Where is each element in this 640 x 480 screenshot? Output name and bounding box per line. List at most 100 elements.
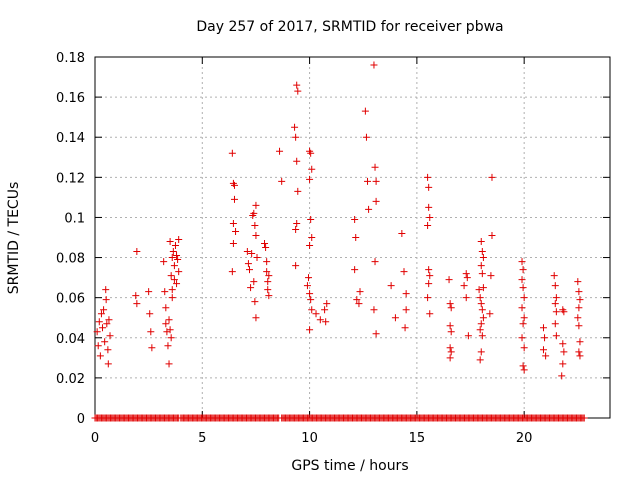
data-point: [93, 328, 101, 336]
data-point: [371, 163, 379, 171]
data-point: [446, 300, 454, 308]
x-tick-label: 5: [198, 431, 206, 446]
data-point: [308, 234, 316, 241]
data-point: [252, 201, 260, 209]
data-point: [488, 231, 496, 239]
data-point: [263, 268, 271, 276]
data-point: [575, 304, 583, 312]
data-point: [102, 286, 110, 294]
data-point: [560, 308, 568, 316]
data-point: [294, 87, 302, 95]
data-point: [133, 300, 141, 308]
data-point: [550, 272, 558, 280]
data-point: [479, 314, 487, 322]
data-point: [460, 282, 468, 290]
data-point: [306, 242, 314, 250]
y-tick-label: 0.02: [56, 372, 85, 387]
data-point: [552, 294, 560, 302]
data-point: [401, 324, 409, 332]
data-point: [99, 324, 107, 332]
data-point: [353, 296, 361, 304]
data-point: [447, 304, 455, 312]
data-point: [276, 147, 284, 155]
data-point: [168, 286, 176, 294]
data-point: [132, 292, 140, 300]
data-point: [253, 254, 261, 262]
x-tick-label: 10: [301, 431, 318, 446]
data-point: [462, 294, 470, 302]
data-point: [166, 326, 174, 334]
data-point: [426, 310, 434, 318]
data-point: [370, 61, 378, 69]
y-tick-label: 0.04: [56, 332, 85, 347]
data-point: [426, 213, 434, 221]
data-points: [91, 61, 588, 422]
data-point: [541, 334, 549, 342]
data-point: [559, 340, 567, 348]
data-point: [445, 276, 453, 284]
data-point: [165, 316, 173, 324]
data-point: [391, 314, 399, 322]
data-point: [518, 304, 526, 312]
data-point: [247, 284, 255, 292]
data-point: [370, 306, 378, 314]
x-tick-label: 0: [91, 431, 99, 446]
data-point: [243, 248, 251, 256]
y-tick-label: 0.18: [56, 51, 85, 66]
data-point: [248, 250, 256, 258]
data-point: [355, 300, 363, 308]
data-point: [425, 183, 433, 191]
data-point: [518, 276, 526, 284]
data-point: [424, 173, 432, 181]
data-point: [293, 81, 301, 89]
x-axis-label: GPS time / hours: [291, 458, 408, 474]
data-point: [463, 274, 471, 282]
data-point: [478, 248, 486, 256]
data-point: [173, 280, 181, 288]
data-point: [250, 209, 258, 217]
data-point: [263, 258, 271, 266]
data-point: [265, 292, 273, 300]
data-point: [402, 306, 410, 314]
data-point: [539, 324, 547, 332]
data-point: [146, 310, 154, 318]
data-point: [402, 290, 410, 298]
data-point: [426, 272, 434, 280]
data-point: [167, 272, 175, 280]
data-point: [168, 294, 176, 302]
data-point: [479, 284, 487, 292]
data-point: [398, 229, 406, 237]
y-axis-label: SRMTID / TECUs: [6, 182, 22, 295]
data-point: [230, 181, 238, 189]
data-point: [551, 282, 559, 290]
data-point: [228, 149, 236, 157]
data-point: [104, 346, 112, 354]
data-point: [306, 290, 314, 298]
data-point: [251, 298, 259, 306]
data-point: [307, 296, 315, 304]
data-point: [102, 296, 110, 304]
data-point: [170, 262, 178, 270]
data-point: [552, 308, 560, 316]
data-point: [486, 310, 494, 318]
data-point: [475, 286, 483, 294]
data-point: [575, 288, 583, 296]
data-point: [476, 294, 484, 302]
data-point: [161, 288, 169, 296]
data-point: [232, 227, 240, 235]
data-point: [361, 107, 369, 115]
data-point: [559, 360, 567, 368]
data-point: [264, 278, 272, 286]
data-point: [145, 288, 153, 296]
data-point: [462, 270, 470, 278]
data-point: [447, 328, 455, 336]
data-point: [168, 254, 176, 262]
data-point: [321, 306, 329, 314]
data-point: [574, 314, 582, 322]
data-point: [446, 344, 454, 352]
data-point: [551, 320, 559, 328]
data-point: [425, 280, 433, 288]
data-point: [103, 320, 111, 328]
data-point: [106, 332, 114, 340]
y-tick-label: 0.14: [56, 131, 85, 146]
